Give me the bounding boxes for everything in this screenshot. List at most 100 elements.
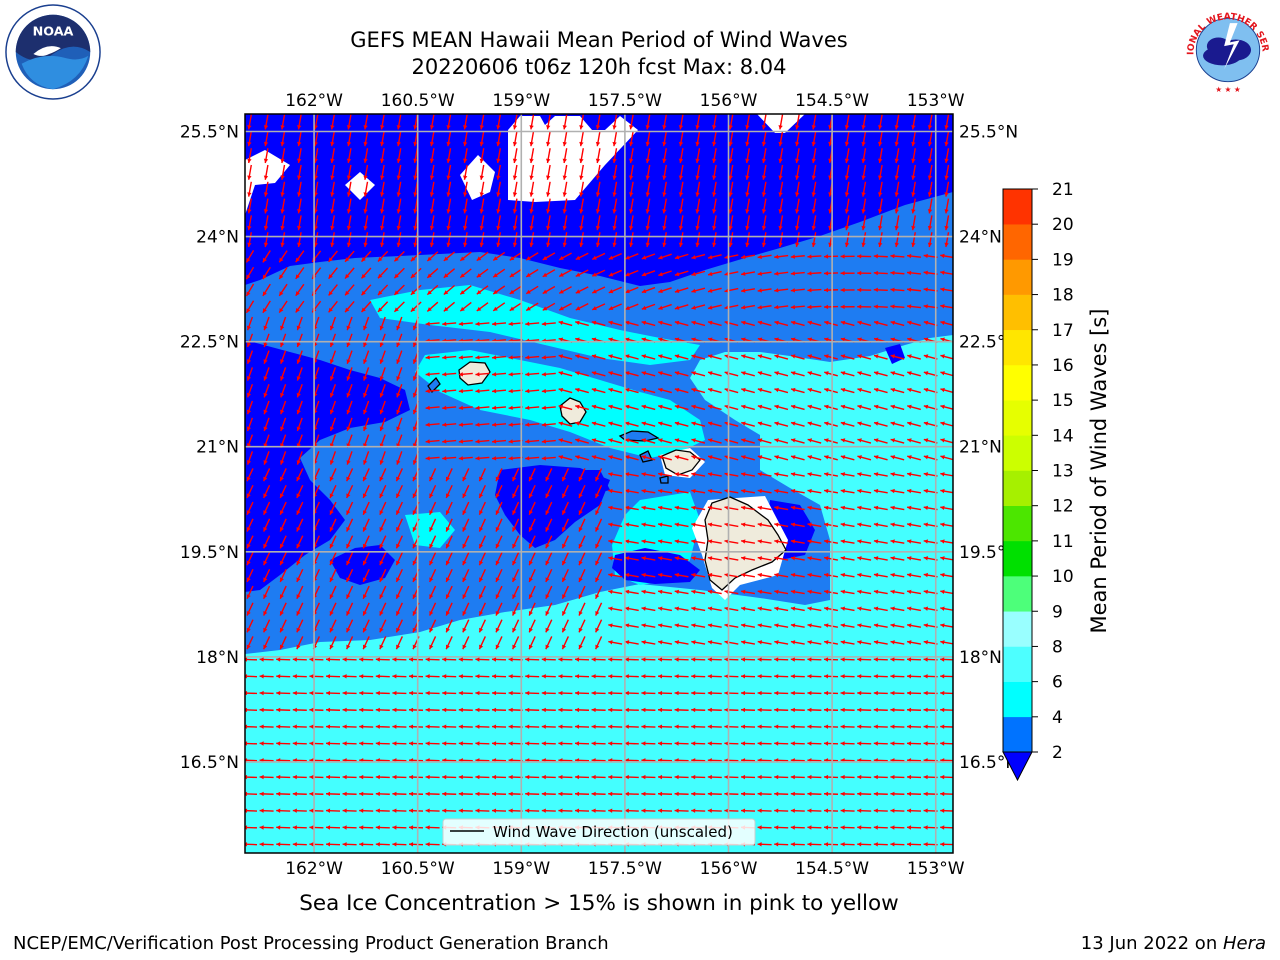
direction-arrow-head [940,472,945,477]
direction-arrow-head [790,791,795,797]
direction-arrow-head [840,825,845,830]
direction-arrow-head [546,209,551,214]
direction-arrow-head [824,556,829,561]
direction-arrow-head [295,291,300,296]
direction-arrow-head [691,707,696,713]
direction-arrow-head [857,438,862,443]
direction-arrow-head [728,225,733,231]
direction-arrow-head [728,192,733,197]
direction-arrow-head [443,256,449,261]
direction-arrow-head [579,242,584,247]
chart-title: GEFS MEAN Hawaii Mean Period of Wind Wav… [350,28,848,52]
direction-arrow-head [894,175,899,180]
direction-arrow-head [778,141,783,147]
direction-arrow-head [824,825,829,830]
direction-arrow-head [807,606,812,611]
direction-arrow-head [529,158,534,163]
direction-arrow-head [558,421,564,426]
direction-arrow-head [363,125,368,130]
direction-arrow-head [629,242,634,247]
direction-arrow-head [541,724,546,729]
direction-arrow-head [625,438,630,443]
direction-arrow-head [691,623,696,628]
direction-arrow-head [873,589,879,595]
contour-lt-2 [885,344,905,364]
direction-arrow-head [712,209,717,214]
direction-arrow-head [328,274,333,279]
direction-arrow-head [276,808,281,813]
direction-arrow-head [562,594,567,599]
direction-arrow-head [791,421,796,426]
direction-arrow-head [728,209,733,214]
direction-arrow-head [396,543,401,549]
direction-arrow-head [907,572,912,578]
direction-arrow-head [911,125,916,130]
direction-arrow-head [625,289,630,294]
direction-arrow-head [479,560,484,566]
direction-arrow-head [608,674,613,679]
direction-arrow-head [874,371,879,376]
direction-arrow-head [774,505,779,511]
direction-arrow-head [508,724,513,729]
direction-arrow-head [380,125,385,130]
direction-arrow-head [790,657,795,662]
direction-arrow-head [857,354,862,359]
direction-arrow-head [873,674,878,679]
direction-arrow-head [579,225,584,231]
direction-arrow-head [857,572,862,578]
direction-arrow-head [309,791,314,797]
direction-arrow-head [541,321,547,327]
direction-arrow-head [674,488,680,494]
direction-arrow-head [840,337,846,342]
direction-arrow-head [625,421,630,426]
direction-arrow-head [840,842,845,847]
direction-arrow-head [712,242,717,247]
direction-arrow-head [691,371,696,376]
direction-arrow-head [392,741,397,746]
colorbar-label: Mean Period of Wind Waves [s] [1087,309,1111,634]
direction-arrow-head [475,321,480,327]
direction-arrow-head [558,354,564,359]
direction-arrow-head [558,741,563,746]
direction-arrow-head [707,556,713,561]
direction-arrow-head [707,254,713,260]
direction-arrow-head [595,627,600,633]
direction-arrow-head [641,488,646,494]
direction-arrow-head [674,606,680,611]
direction-arrow-head [296,493,301,498]
direction-arrow-head [641,556,646,561]
direction-arrow-head [940,623,945,628]
x-tick-label-top: 162°W [285,91,343,111]
direction-arrow-head [741,371,746,376]
direction-arrow-head [674,674,679,679]
direction-arrow-head [790,505,796,511]
no-data-patch [345,172,375,200]
direction-arrow-head [608,774,613,780]
direction-arrow-head [674,707,679,713]
direction-arrow-head [276,791,281,797]
direction-arrow-head [840,320,846,325]
colorbar-tick-label: 20 [1052,215,1074,235]
direction-arrow-head [559,289,564,294]
direction-arrow-head [923,724,928,729]
direction-arrow-head [824,421,829,426]
direction-arrow-head [873,825,878,830]
direction-arrow-head [795,141,800,147]
direction-arrow-head [907,690,912,696]
direction-arrow-head [458,456,464,461]
direction-arrow-head [575,371,580,376]
direction-arrow-head [361,307,366,313]
direction-arrow-head [280,460,285,465]
direction-arrow-head [791,438,796,443]
direction-arrow-head [528,543,533,549]
direction-arrow-head [824,690,829,696]
direction-arrow-head [658,589,663,595]
direction-arrow-head [276,842,281,847]
colorbar-tick-label: 17 [1052,321,1074,341]
direction-arrow-head [624,472,630,477]
direction-arrow-head [761,209,767,214]
direction-arrow-head [907,623,912,628]
direction-arrow-head [907,674,912,679]
direction-arrow-head [246,476,251,482]
direction-arrow-head [330,141,335,147]
